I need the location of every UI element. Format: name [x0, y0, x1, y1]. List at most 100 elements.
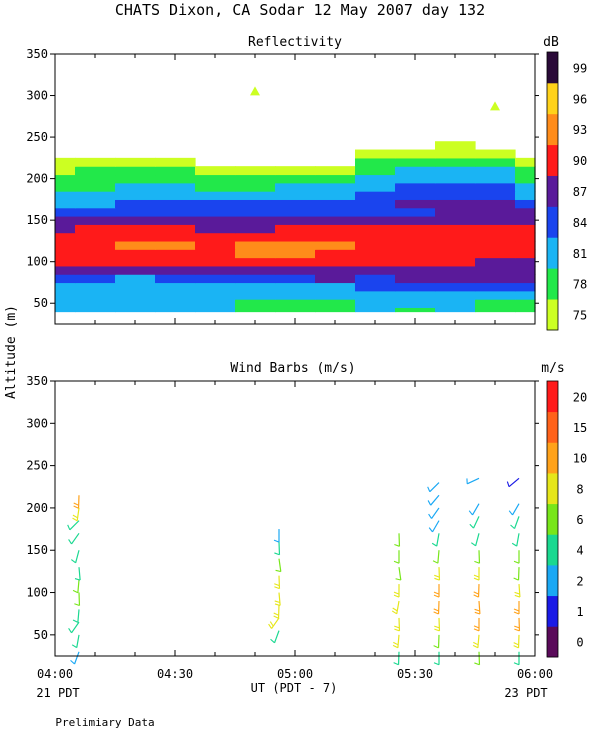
reflectivity-cell	[355, 182, 396, 192]
wind-barb	[510, 516, 520, 530]
colorbar-label: 4	[576, 544, 583, 558]
reflectivity-cell	[515, 207, 536, 217]
wind-barb	[274, 575, 281, 590]
reflectivity-cell	[155, 224, 196, 234]
reflectivity-cell	[115, 257, 156, 267]
reflectivity-cell	[155, 274, 196, 284]
colorbar-swatch	[547, 52, 558, 84]
reflectivity-cell	[235, 299, 276, 308]
wind-barb	[514, 617, 521, 632]
reflectivity-cell	[155, 207, 196, 217]
colorbar-label: 8	[576, 482, 583, 496]
figure-title: CHATS Dixon, CA Sodar 12 May 2007 day 13…	[115, 1, 485, 19]
reflectivity-cell	[515, 249, 536, 259]
reflectivity-title: Reflectivity	[248, 35, 342, 50]
colorbar-swatch	[547, 206, 558, 238]
wind-barb	[474, 550, 481, 564]
reflectivity-cell	[315, 182, 356, 192]
reflectivity-cell	[355, 290, 396, 300]
colorbar-frame	[546, 51, 559, 331]
reflectivity-cell	[55, 249, 76, 259]
reflectivity-cell	[475, 249, 516, 259]
wind-barb	[71, 634, 80, 649]
reflectivity-cell	[475, 282, 516, 292]
reflectivity-cell	[235, 232, 276, 242]
reflectivity-cell	[75, 216, 116, 225]
wind-barb	[468, 503, 480, 516]
wind-barb	[431, 533, 440, 547]
reflectivity-cell	[115, 199, 156, 209]
reflectivity-cell	[55, 232, 76, 242]
reflectivity-cell	[315, 307, 356, 313]
reflectivity-cell	[315, 199, 356, 209]
reflectivity-cell	[275, 224, 316, 234]
colorbar-swatch	[547, 144, 558, 176]
reflectivity-cell	[155, 257, 196, 267]
reflectivity-cell	[75, 265, 116, 275]
reflectivity-cell	[195, 207, 236, 217]
reflectivity-cell	[355, 224, 396, 234]
reflectivity-cell	[195, 174, 236, 184]
reflectivity-cell	[355, 157, 396, 167]
reflectivity-cell	[155, 290, 196, 300]
reflectivity-cell	[235, 249, 276, 259]
reflectivity-cell	[235, 174, 276, 184]
y-tick-label: 350	[26, 374, 48, 388]
reflectivity-cell	[75, 274, 116, 284]
reflectivity-cell	[515, 216, 536, 225]
reflectivity-cell	[435, 290, 476, 300]
wind-barb	[513, 601, 520, 615]
x-tick-label: 05:00	[277, 667, 313, 681]
wind-y-axis: 50 100 150 200 250 300 350	[26, 374, 539, 642]
colorbar-swatch	[547, 299, 558, 331]
reflectivity-cell	[275, 174, 316, 184]
wind-colorbar: 0 1 2 4 6 8 10 15 20	[546, 380, 587, 658]
reflectivity-cell	[75, 166, 116, 176]
wind-barb	[474, 651, 481, 666]
reflectivity-cell	[395, 290, 436, 300]
reflectivity-cell	[515, 191, 536, 200]
reflectivity-cell	[435, 265, 476, 275]
wind-x-ticks	[54, 381, 536, 656]
reflectivity-cell	[155, 216, 196, 225]
reflectivity-cell	[435, 174, 476, 184]
reflectivity-cell	[395, 157, 436, 167]
x-tick-labels: 04:00 04:30 05:00 05:30 06:00	[37, 667, 553, 681]
reflectivity-cell	[75, 240, 116, 250]
reflectivity-cell	[55, 240, 76, 250]
reflectivity-cell	[475, 199, 516, 209]
x-tick-label: 06:00	[517, 667, 553, 681]
reflectivity-cell	[195, 166, 236, 176]
y-tick-label: 100	[26, 586, 48, 600]
reflectivity-cell	[55, 282, 76, 292]
y-tick-label: 50	[34, 296, 48, 310]
reflectivity-cell	[395, 307, 436, 313]
reflectivity-cell	[395, 249, 436, 259]
y-tick-label: 300	[26, 416, 48, 430]
wind-barb	[70, 651, 80, 665]
reflectivity-cell	[475, 174, 516, 184]
reflectivity-cell	[515, 282, 536, 292]
wind-barb	[393, 651, 400, 666]
reflectivity-cell	[435, 166, 476, 176]
wind-barb	[473, 584, 480, 598]
reflectivity-cell	[155, 174, 196, 184]
reflectivity-y-axis: 50 100 150 200 250 300 350	[26, 47, 539, 310]
colorbar-swatch	[547, 595, 558, 627]
reflectivity-cell	[115, 282, 156, 292]
reflectivity-cell	[235, 307, 276, 313]
reflectivity-cell	[115, 307, 156, 313]
reflectivity-cell	[315, 249, 356, 259]
colorbar-swatch	[547, 113, 558, 146]
x-start-note: 21 PDT	[36, 686, 79, 700]
reflectivity-cell	[315, 265, 356, 275]
reflectivity-cell	[475, 232, 516, 242]
reflectivity-cell	[355, 257, 396, 267]
colorbar-swatch	[547, 626, 558, 658]
wind-barb	[273, 605, 280, 619]
colorbar-label: 15	[573, 421, 587, 435]
reflectivity-cell	[155, 299, 196, 308]
reflectivity-cell	[355, 191, 396, 200]
reflectivity-cell	[315, 274, 356, 284]
reflectivity-marker	[490, 101, 500, 111]
